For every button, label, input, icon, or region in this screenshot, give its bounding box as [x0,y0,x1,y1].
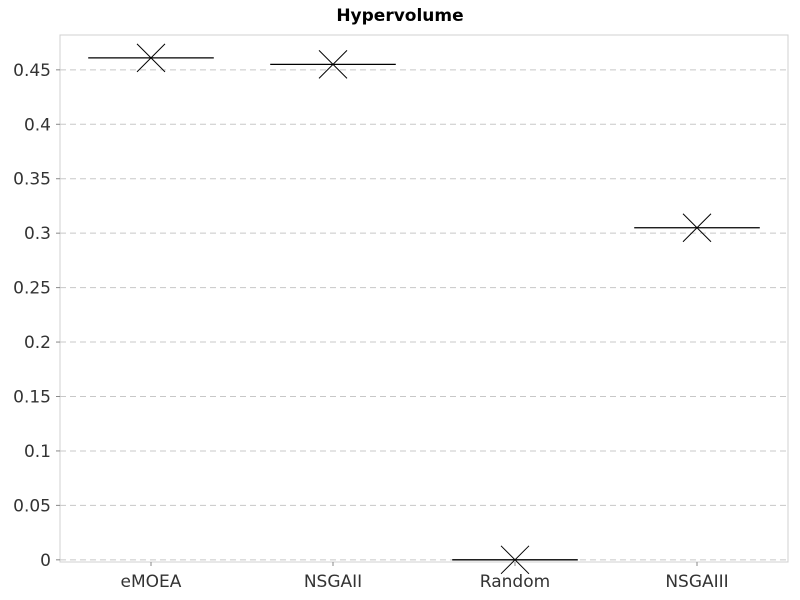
mean-marker [318,50,348,79]
chart-title: Hypervolume [336,6,463,26]
y-tick-label: 0.3 [24,224,51,244]
x-tick-label: NSGAII [304,572,362,592]
mean-marker [682,213,712,243]
x-axis: eMOEA NSGAII Random NSGAIII [121,562,729,592]
y-axis: 0 0.05 0.1 0.15 0.2 0.25 0.3 0.35 0.4 0.45 [13,61,60,571]
y-tick-label: 0 [40,551,51,571]
y-tick-label: 0.35 [13,170,51,190]
y-tick-label: 0.15 [13,387,51,407]
y-tick-label: 0.1 [24,442,51,462]
y-tick-label: 0.4 [24,115,51,135]
grid-layer [60,69,788,561]
y-tick-label: 0.05 [13,496,51,516]
x-tick-label: NSGAIII [665,572,728,592]
box-marks [88,43,760,575]
y-tick-label: 0.45 [13,61,51,81]
y-tick-label: 0.2 [24,333,51,353]
y-tick-label: 0.25 [13,279,51,299]
x-tick-label: eMOEA [121,572,182,592]
plot-area [59,34,789,563]
x-tick-label: Random [480,572,550,592]
mean-marker [136,43,166,73]
mean-marker [500,545,530,575]
